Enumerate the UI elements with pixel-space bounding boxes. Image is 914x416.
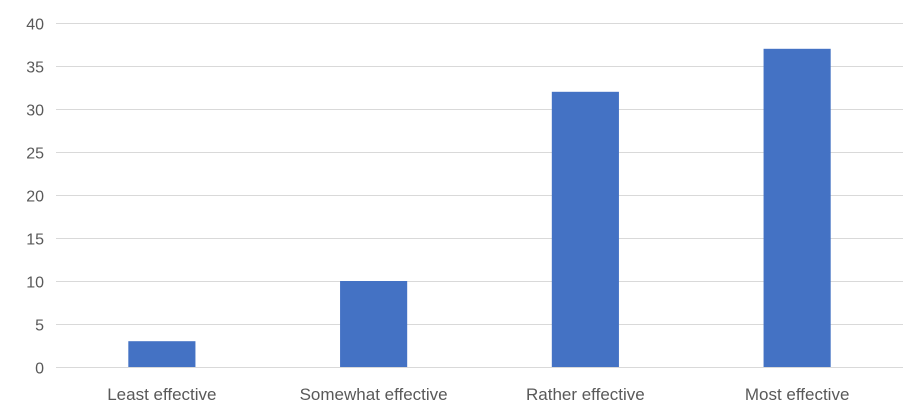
- bar-least-effective: [128, 341, 196, 367]
- x-category-label: Least effective: [107, 385, 216, 404]
- x-category-label: Rather effective: [526, 385, 645, 404]
- y-tick-label: 5: [35, 318, 44, 335]
- bars: [128, 48, 831, 368]
- x-category-label: Most effective: [745, 385, 850, 404]
- bar-most-effective: [763, 48, 831, 368]
- y-tick-label: 20: [26, 189, 44, 206]
- y-tick-label: 10: [26, 275, 44, 292]
- bar-somewhat-effective: [340, 281, 408, 367]
- x-category-label: Somewhat effective: [300, 385, 448, 404]
- y-tick-label: 15: [26, 232, 44, 249]
- y-tick-label: 25: [26, 146, 44, 163]
- y-axis-tick-labels: 0 5 10 15 20 25 30 35 40: [26, 17, 44, 378]
- y-tick-label: 0: [35, 361, 44, 378]
- gridlines: [56, 23, 903, 325]
- y-tick-label: 35: [26, 60, 44, 77]
- x-axis-category-labels: Least effective Somewhat effective Rather …: [107, 385, 849, 404]
- y-tick-label: 30: [26, 103, 44, 120]
- bar-rather-effective: [551, 91, 619, 368]
- y-tick-label: 40: [26, 17, 44, 34]
